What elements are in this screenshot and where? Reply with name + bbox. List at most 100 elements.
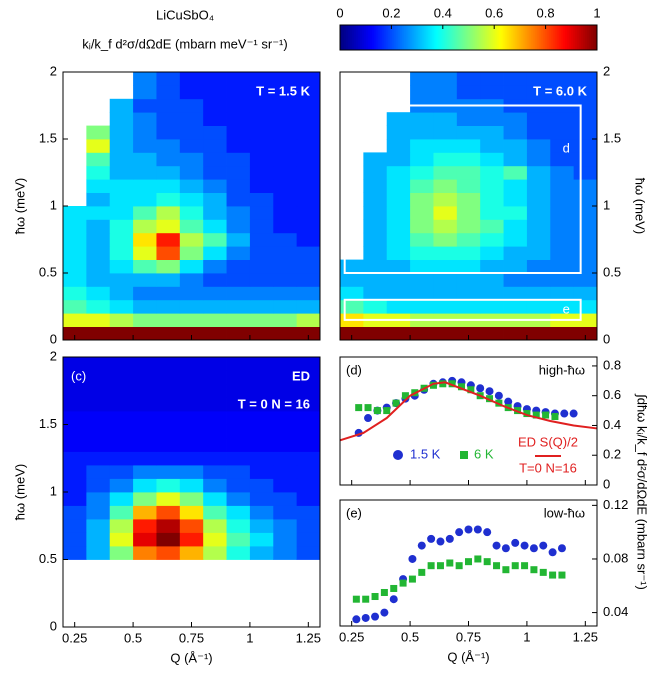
data-point [390, 584, 398, 592]
heatmap-cell [480, 206, 504, 220]
data-point [355, 404, 363, 412]
legend-label: 1.5 K [410, 446, 441, 461]
heatmap-cell [133, 206, 157, 220]
heatmap-cell [480, 273, 504, 287]
colorbar-swatch [442, 25, 445, 50]
data-point [383, 407, 391, 415]
heatmap-cell [573, 273, 597, 287]
heatmap-cell [109, 246, 134, 260]
colorbar-swatch [366, 25, 369, 50]
colorbar-swatch [554, 25, 558, 50]
data-point [486, 395, 494, 403]
colorbar-swatch [444, 25, 447, 50]
heatmap-cell [226, 192, 251, 207]
colorbar-swatch [388, 25, 391, 50]
heatmap-cell [433, 273, 458, 287]
heatmap-cell [179, 370, 204, 385]
heatmap-cell [226, 125, 251, 140]
data-point [457, 383, 465, 391]
data-point [427, 562, 435, 570]
heatmap-cell [249, 299, 274, 314]
heatmap-cell [410, 273, 434, 287]
heatmap-cell [386, 232, 411, 247]
heatmap-cell [249, 286, 274, 301]
heatmap-cell [86, 519, 111, 533]
colorbar-swatch [540, 25, 544, 50]
colorbar-tick-label: 0.6 [485, 5, 503, 20]
colorbar-swatch [474, 25, 478, 50]
heatmap-cell [63, 451, 87, 466]
heatmap-cell [156, 397, 181, 412]
heatmap-cell [179, 112, 204, 126]
heatmap-cell [133, 165, 157, 180]
heatmap-cell [86, 397, 111, 412]
data-point [445, 534, 454, 543]
heatmap-cell [203, 424, 227, 439]
heatmap-cell [63, 326, 87, 340]
x-axis-label: Q (Å⁻¹) [447, 649, 489, 664]
heatmap-cell [156, 112, 181, 126]
heatmap-cell [456, 72, 481, 86]
heatmap-cell [63, 505, 87, 520]
heatmap-cell [203, 165, 227, 180]
heatmap-cell [249, 451, 274, 466]
heatmap-cell [179, 384, 204, 398]
heatmap-cell [109, 179, 134, 193]
heatmap-cell [503, 192, 528, 207]
legend-label: 6 K [474, 446, 494, 461]
heatmap-cell [249, 313, 274, 327]
colorbar-tick-label: 0.4 [434, 5, 452, 20]
heatmap-cell [550, 125, 575, 140]
heatmap-cell [133, 192, 157, 207]
colorbar-swatch [586, 25, 590, 50]
heatmap-cell [156, 465, 181, 479]
colorbar-swatch [368, 25, 371, 50]
heatmap-cell [133, 125, 157, 140]
heatmap-cell [433, 286, 458, 301]
colorbar-swatch [434, 25, 437, 50]
heatmap-cell [296, 313, 320, 327]
heatmap-cell [133, 273, 157, 287]
heatmap-cell [203, 532, 227, 547]
colorbar-swatch [560, 25, 564, 50]
x-tick-label: 0.75 [456, 629, 481, 644]
heatmap-cell [109, 112, 134, 126]
heatmap-cell [133, 478, 157, 493]
data-point [436, 562, 444, 570]
heatmap-cell [109, 98, 134, 113]
colorbar-swatch [478, 25, 482, 50]
data-point [520, 541, 529, 550]
heatmap-cell [156, 492, 181, 506]
heatmap-cell [573, 139, 597, 153]
heatmap-cell [410, 286, 434, 301]
colorbar-swatch [460, 25, 463, 50]
heatmap-cell [86, 192, 111, 207]
heatmap-cell [363, 232, 388, 247]
heatmap-cell [433, 232, 458, 247]
data-point [494, 391, 503, 400]
heatmap-cell [86, 165, 111, 180]
heatmap-cell [156, 219, 181, 234]
heatmap-cell [273, 411, 298, 425]
heatmap-cell [296, 246, 320, 260]
heatmap-cell [456, 273, 481, 287]
heatmap-cell [86, 492, 111, 506]
heatmap-cell [410, 72, 434, 86]
colorbar-swatch [346, 25, 349, 50]
integration-region [343, 104, 582, 274]
heatmap-cell [456, 139, 481, 153]
colorbar-label: kᵢ/k_f d²σ/dΩdE (mbarn meV⁻¹ sr⁻¹) [82, 36, 287, 51]
heatmap-cell [133, 152, 157, 167]
colorbar-swatch [354, 25, 357, 50]
heatmap-cell [550, 152, 575, 167]
colorbar-swatch [400, 25, 403, 50]
x-tick-label: 1.25 [296, 630, 321, 645]
heatmap-cell [433, 259, 458, 274]
heatmap-cell [203, 357, 227, 371]
heatmap-cell [296, 273, 320, 287]
x-tick-label: 0.25 [62, 630, 87, 645]
heatmap-cell [203, 546, 227, 560]
heatmap-cell [296, 98, 320, 113]
colorbar-swatch [494, 25, 498, 50]
heatmap-cell [179, 465, 204, 479]
